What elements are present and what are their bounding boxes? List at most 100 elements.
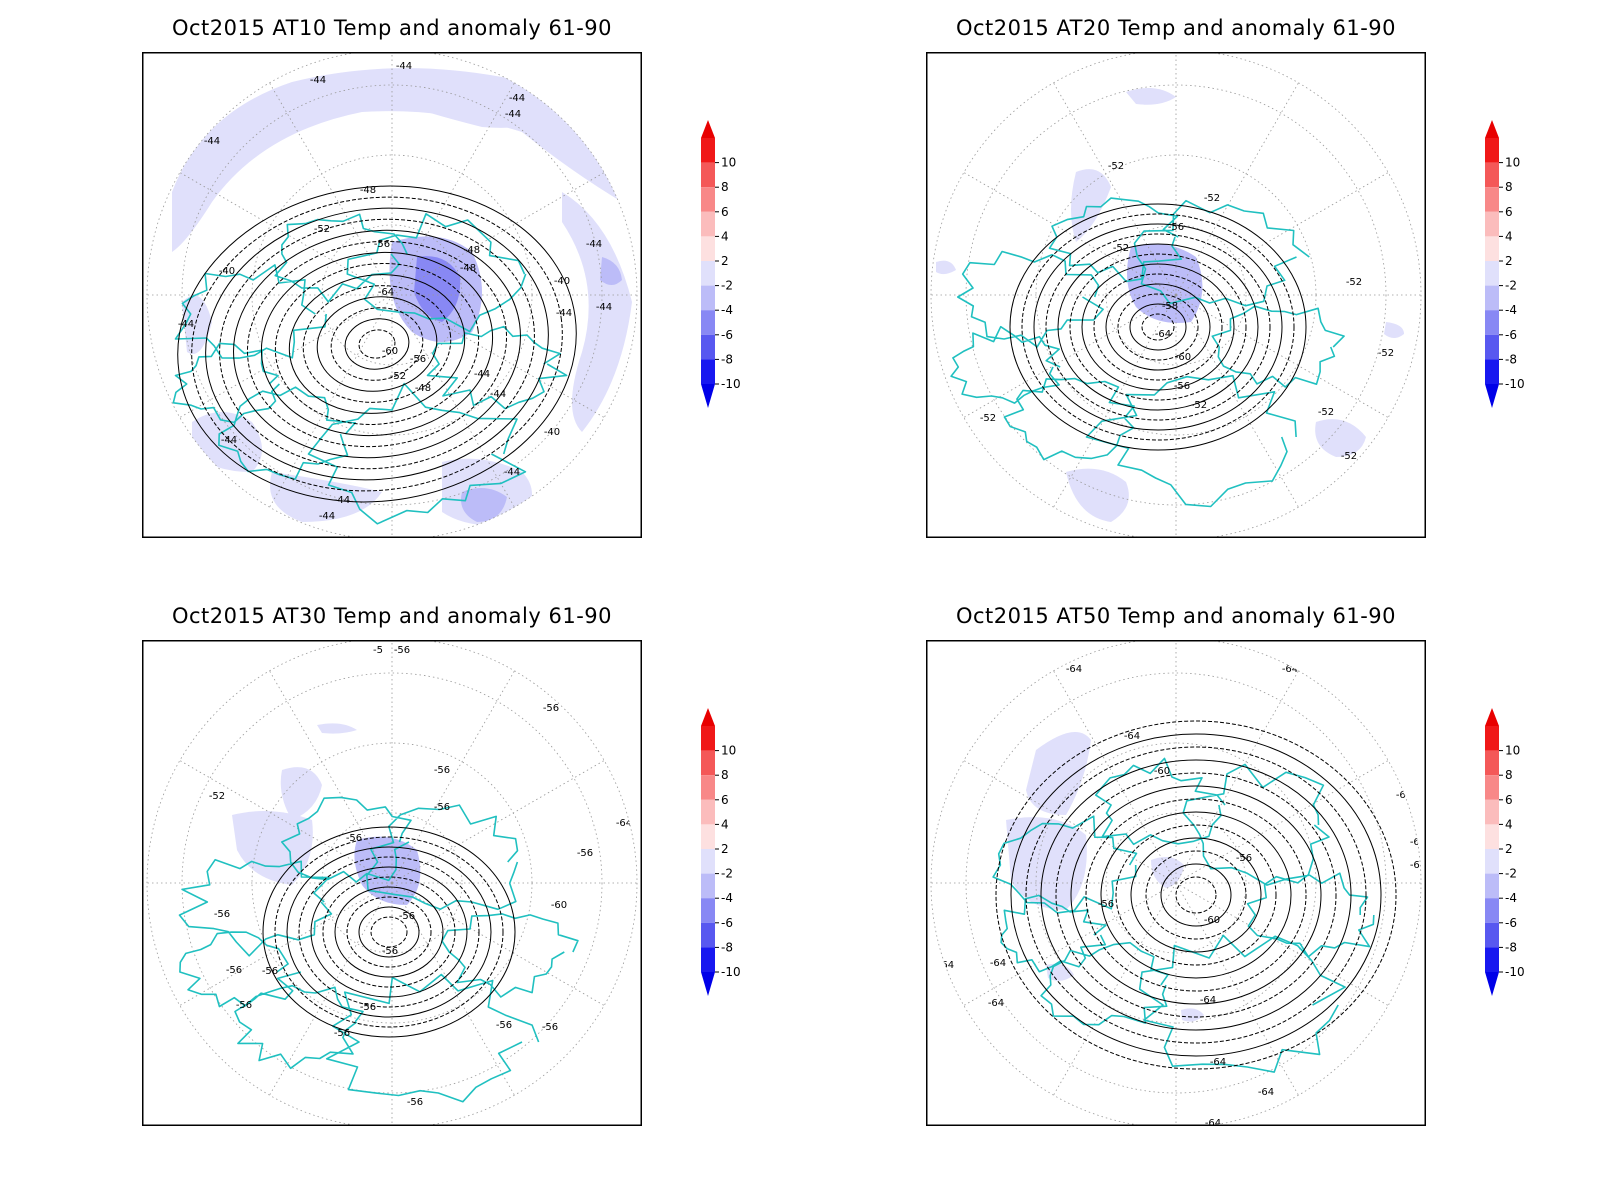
meridian-line <box>269 670 393 884</box>
latitude-circle <box>181 672 603 1094</box>
colorbar-label: -10 <box>721 965 741 979</box>
temperature-contour <box>370 916 408 948</box>
colorbar: 10 8 6 4 2 -2 -4 -6 -8 -10 <box>1485 120 1525 408</box>
meridian-line <box>963 760 1177 884</box>
colorbar-label: 8 <box>721 180 729 194</box>
colorbar-label: 2 <box>721 254 729 268</box>
colorbar-label: 4 <box>721 817 729 831</box>
colorbar-label: -10 <box>1505 377 1525 391</box>
contour-label: -52 <box>1341 451 1357 462</box>
colorbar-top-arrow <box>1485 708 1499 726</box>
colorbar-swatch <box>701 922 715 948</box>
anomaly-region <box>382 72 562 128</box>
contour-label: -56 <box>410 354 426 365</box>
panel-at20: Oct2015 AT20 Temp and anomaly 61-90 -52-… <box>926 0 1600 560</box>
colorbar: 10 8 6 4 2 -2 -4 -6 -8 -10 <box>701 708 741 996</box>
meridian-line <box>1175 670 1299 884</box>
temperature-contour <box>1141 313 1175 341</box>
contour-label: -60 <box>1154 766 1170 777</box>
colorbar-swatch <box>701 138 715 163</box>
colorbar-swatch <box>1485 285 1499 311</box>
temperature-contour <box>1009 203 1307 451</box>
colorbar-bottom-arrow <box>701 972 715 996</box>
polar-map: -52-52-52-56-58-64-60-56-52-52-52-52-52-… <box>926 52 1426 538</box>
latitude-circle <box>965 672 1387 1094</box>
anomaly-region <box>1127 243 1203 323</box>
colorbar-swatch <box>1485 947 1499 972</box>
temperature-contour <box>177 185 577 503</box>
colorbar-swatch <box>1485 334 1499 360</box>
contour-label: -52 <box>1204 193 1220 204</box>
temperature-contour <box>1100 811 1292 979</box>
colorbar-label: -2 <box>721 279 733 293</box>
colorbar-label: 4 <box>1505 817 1513 831</box>
colorbar-swatch <box>701 824 715 849</box>
meridian-line <box>391 82 515 296</box>
map-frame <box>926 52 1426 538</box>
meridian-line <box>1175 294 1299 508</box>
colorbar-swatch <box>701 211 715 237</box>
temperature-contour <box>1025 746 1367 1044</box>
map-content: -5 -56 -56 -56 -56 -52 -56 -56 -64 -60 -56 -56 -56 -5… <box>147 640 637 1126</box>
anomaly-region <box>1384 322 1404 338</box>
contour-label: -56 <box>496 1020 512 1031</box>
map-frame <box>142 52 642 538</box>
polar-map: -44-44-44-44-44-48-52-56-64-48-48-40-40-… <box>142 52 642 538</box>
map-boundary <box>930 640 1422 1126</box>
latitude-circle <box>181 84 603 506</box>
contour-label: -64 <box>1124 731 1140 742</box>
colorbar-label: -10 <box>721 377 741 391</box>
anomaly-region <box>1026 732 1091 815</box>
contour-label: -56 <box>214 909 230 920</box>
map-frame <box>926 640 1426 1126</box>
anomaly-region <box>192 412 262 472</box>
colorbar: 10 8 6 4 2 -2 -4 -6 -8 -10 <box>701 120 741 408</box>
temperature-contour <box>1093 273 1223 381</box>
colorbar-swatch <box>1485 359 1499 384</box>
contour-label: -44 <box>504 467 520 478</box>
colorbar-swatch <box>701 310 715 335</box>
temperature-contour <box>358 329 396 359</box>
contour-label: -40 <box>554 276 570 287</box>
map-boundary <box>146 52 638 538</box>
colorbar-swatch <box>1485 922 1499 948</box>
contour-label: -52 <box>1191 400 1207 411</box>
contour-label: -56 <box>1174 381 1190 392</box>
colorbar-swatch <box>701 334 715 360</box>
contour-label: -5 <box>373 645 383 656</box>
polar-map: -5 -56 -56 -56 -56 -52 -56 -56 -64 -60 -56 -56 -56 -5… <box>142 640 642 1126</box>
contour-label: -56 <box>1098 899 1114 910</box>
anomaly-region <box>280 767 322 820</box>
temperature-contour <box>1070 785 1322 1005</box>
colorbar-label: 6 <box>721 793 729 807</box>
colorbar-swatch <box>701 187 715 212</box>
anomaly-region <box>936 260 956 275</box>
colorbar-label: 2 <box>1505 254 1513 268</box>
contour-label: -56 <box>236 1000 252 1011</box>
contour-label: -64 <box>1210 1057 1226 1068</box>
colorbar-swatch <box>701 162 715 188</box>
contour-label: -56 <box>1236 853 1252 864</box>
contour-label: -48 <box>460 263 476 274</box>
meridian-line <box>963 172 1177 296</box>
colorbar-label: 10 <box>721 744 736 758</box>
meridian-line <box>391 882 515 1096</box>
contour-label: -48 <box>415 383 431 394</box>
temperature-contour <box>1130 837 1262 953</box>
contour-label: -44 <box>556 308 572 319</box>
contour-label: -64 <box>988 998 1004 1009</box>
temperature-contour <box>1129 303 1187 351</box>
colorbar-label: 8 <box>721 768 729 782</box>
temperature-contour <box>358 906 420 958</box>
contour-label: -60 <box>1204 915 1220 926</box>
contour-label: -44 <box>586 239 602 250</box>
contour-label: -44 <box>490 389 506 400</box>
contour-label: -64 <box>1396 790 1412 801</box>
colorbar-swatch <box>701 799 715 825</box>
colorbar-label: 10 <box>1505 156 1520 170</box>
meridian-line <box>963 294 1177 418</box>
colorbar-label: -4 <box>1505 303 1517 317</box>
contour-label: -60 <box>1175 352 1191 363</box>
colorbar-label: 10 <box>721 156 736 170</box>
meridian-line <box>1175 172 1389 296</box>
